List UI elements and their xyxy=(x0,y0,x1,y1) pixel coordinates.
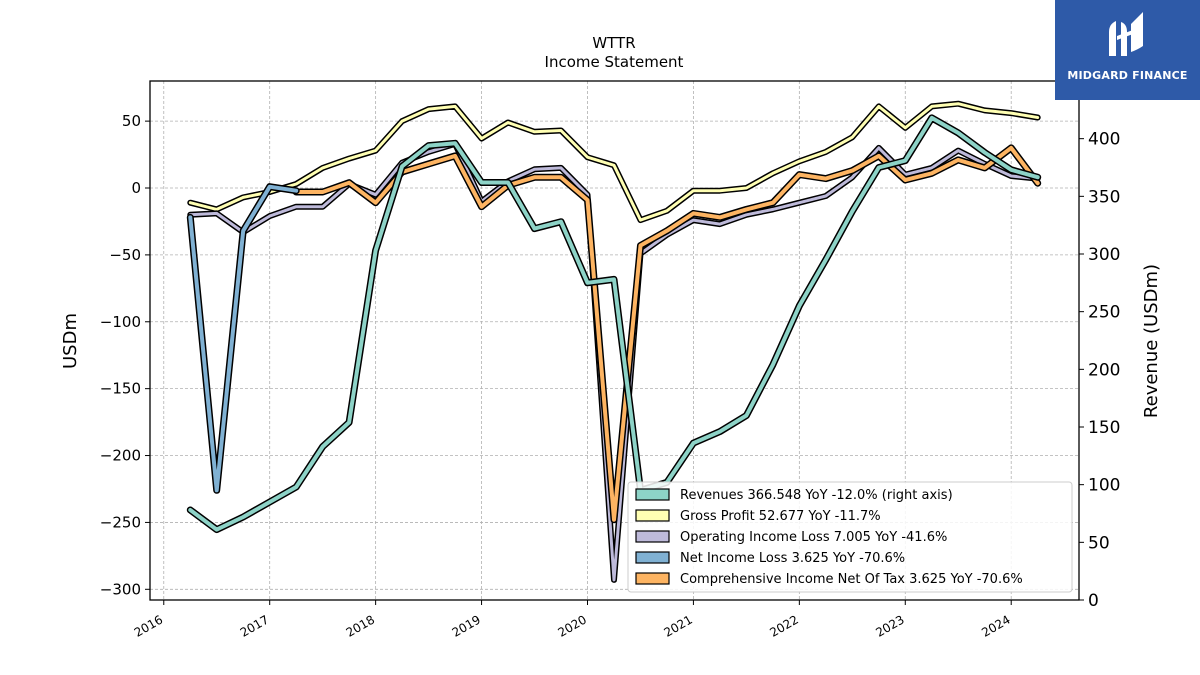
comprehensive-income-net-of-tax-line xyxy=(294,145,1040,522)
legend-swatch xyxy=(635,551,670,564)
right-y-tick-label: 100 xyxy=(1088,476,1120,496)
legend-label: Net Income Loss 3.625 YoY -70.6% xyxy=(680,551,905,566)
gross-profit-line xyxy=(188,102,1040,222)
left-y-tick-label: −100 xyxy=(100,313,141,331)
right-y-tick-label: 350 xyxy=(1088,187,1120,207)
legend-swatch xyxy=(635,572,670,585)
x-tick-label: 2019 xyxy=(450,612,483,639)
comprehensive-income-net-of-tax-line-outline xyxy=(292,144,1042,524)
x-tick-label: 2017 xyxy=(238,612,271,639)
right-y-tick-label: 200 xyxy=(1088,360,1120,380)
right-axis-label: Revenue (USDm) xyxy=(1141,264,1162,418)
chart-title: WTTR xyxy=(592,34,635,52)
legend-label: Revenues 366.548 YoY -12.0% (right axis) xyxy=(680,488,953,503)
left-y-tick-label: −150 xyxy=(100,380,141,398)
right-y-tick-label: 400 xyxy=(1088,130,1120,150)
x-tick-label: 2018 xyxy=(344,612,377,639)
net-income-loss-line xyxy=(188,184,299,493)
left-y-tick-label: 50 xyxy=(122,112,141,130)
right-y-tick-label: 150 xyxy=(1088,418,1120,438)
plot-frame xyxy=(149,80,1080,601)
legend-swatch xyxy=(635,509,670,522)
legend-label: Gross Profit 52.677 YoY -11.7% xyxy=(680,509,881,524)
left-axis-label: USDm xyxy=(60,313,81,369)
left-y-tick-label: −200 xyxy=(100,447,141,465)
left-y-tick-label: −50 xyxy=(109,246,141,264)
brand-mark-icon xyxy=(1109,12,1143,56)
x-tick-label: 2016 xyxy=(132,612,165,639)
chart-subtitle: Income Statement xyxy=(545,53,684,71)
legend-swatch xyxy=(635,488,670,501)
brand-logo-text: MIDGARD FINANCE xyxy=(1067,69,1188,82)
x-tick-label: 2021 xyxy=(661,612,694,639)
legend: Revenues 366.548 YoY -12.0% (right axis)… xyxy=(627,481,1073,593)
x-tick-label: 2022 xyxy=(767,612,800,639)
x-tick-label: 2023 xyxy=(873,612,906,639)
legend-label: Comprehensive Income Net Of Tax 3.625 Yo… xyxy=(680,572,1023,587)
left-y-tick-label: −300 xyxy=(100,580,141,598)
series-lines xyxy=(186,100,1042,583)
right-y-tick-label: 50 xyxy=(1088,533,1110,553)
legend-swatch xyxy=(635,530,670,543)
x-tick-label: 2020 xyxy=(556,612,589,639)
left-y-tick-label: 0 xyxy=(131,179,141,197)
right-y-tick-label: 0 xyxy=(1088,591,1099,611)
revenues-line xyxy=(188,115,1040,532)
x-tick-label: 2024 xyxy=(979,612,1012,639)
right-y-tick-label: 250 xyxy=(1088,303,1120,323)
legend-label: Operating Income Loss 7.005 YoY -41.6% xyxy=(680,530,947,545)
left-y-tick-label: −250 xyxy=(100,513,141,531)
legend-box xyxy=(627,481,1073,593)
brand-logo: MIDGARD FINANCE xyxy=(1055,0,1200,100)
right-y-tick-label: 300 xyxy=(1088,245,1120,265)
